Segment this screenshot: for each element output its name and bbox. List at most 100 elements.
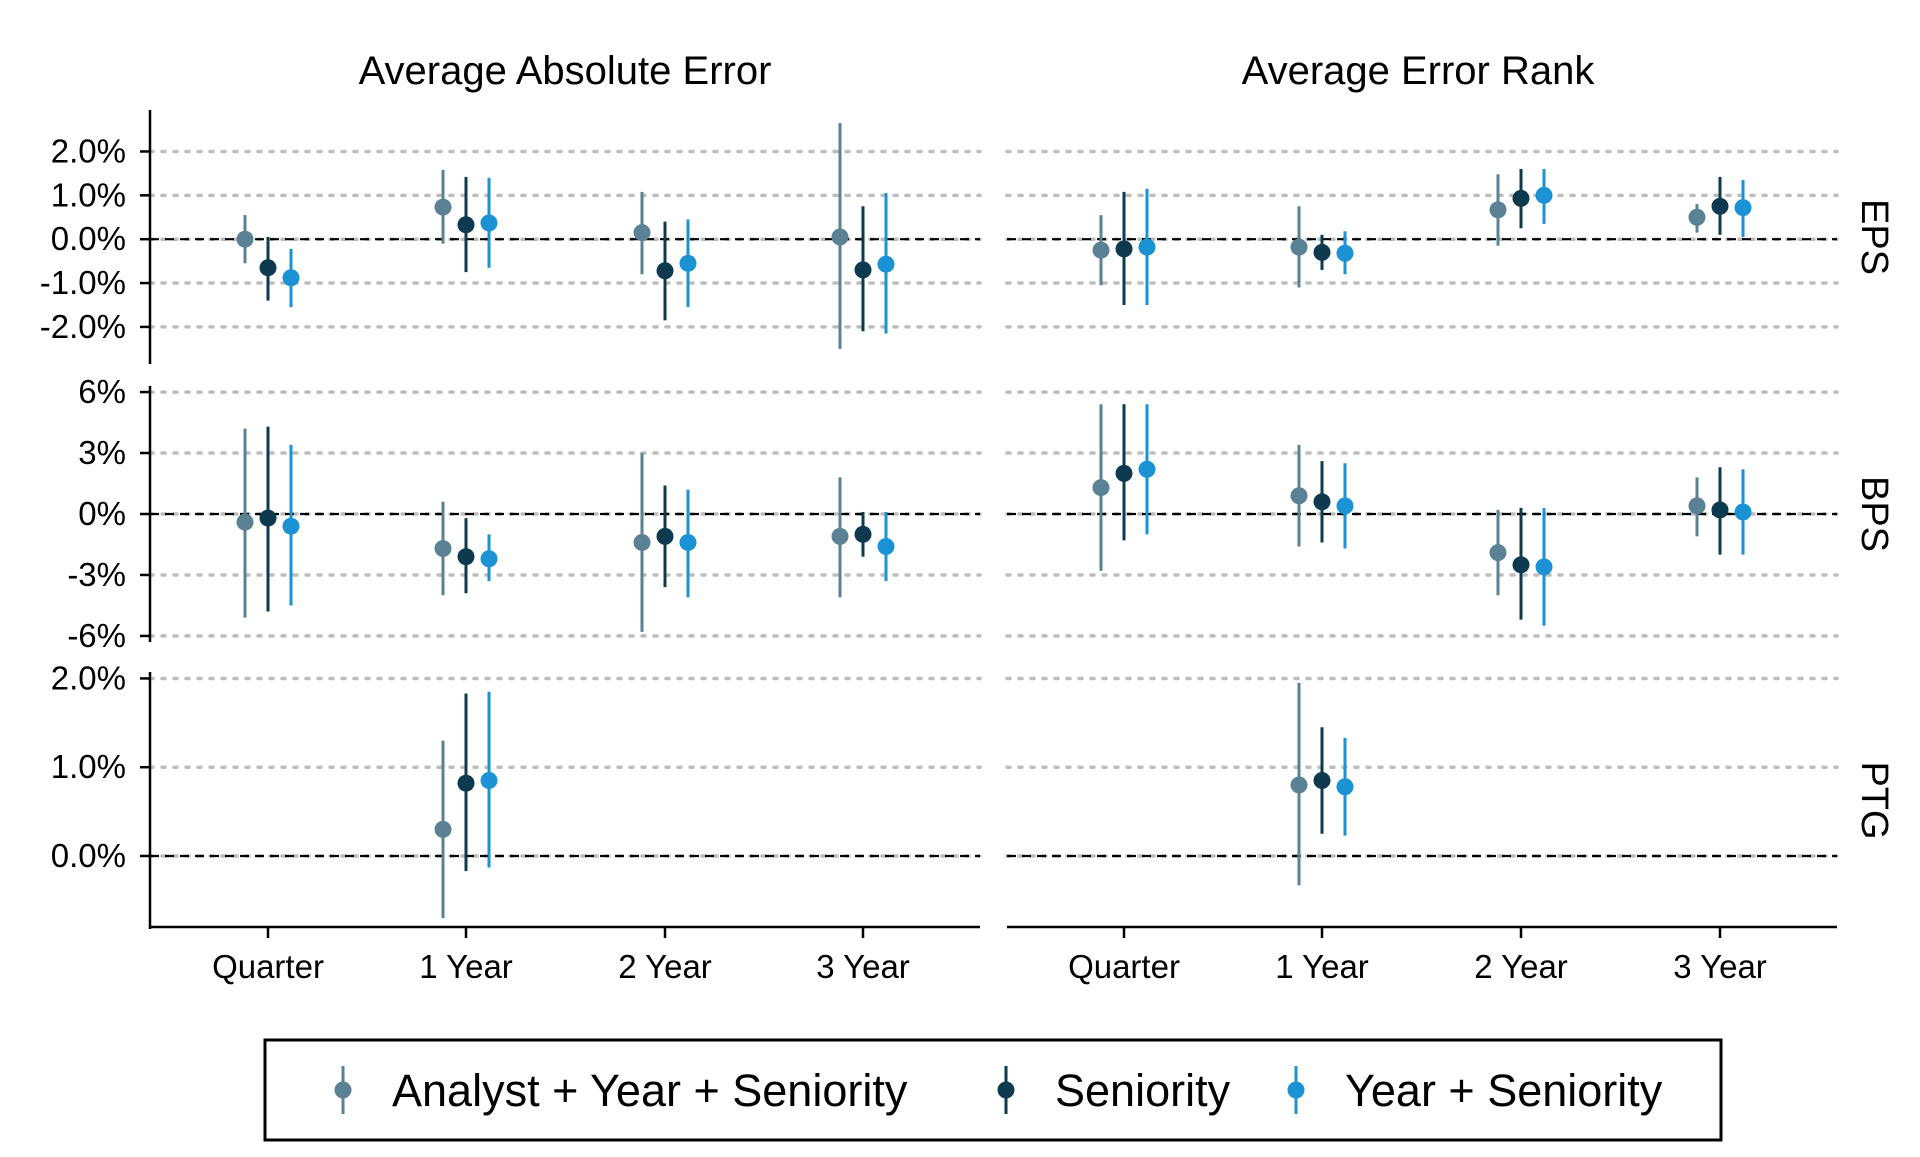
point-eps-average-absolute-error-2-year-series-2 [679, 254, 697, 272]
y-tick-label-bps-1: 3% [78, 434, 126, 471]
legend-label-analyst-year-seniority: Analyst + Year + Seniority [392, 1065, 908, 1116]
legend-item-analyst-year-seniority: Analyst + Year + Seniority [334, 1065, 908, 1116]
legend-item-seniority: Seniority [997, 1065, 1231, 1116]
point-bps-average-absolute-error-1-year-series-0 [434, 540, 452, 558]
point-eps-average-absolute-error-3-year-series-0 [831, 228, 849, 246]
y-tick-label-ptg-1: 1.0% [51, 748, 126, 785]
y-tick-label-eps-4: -2.0% [40, 308, 126, 345]
point-eps-average-error-rank-quarter-series-0 [1092, 241, 1110, 259]
point-eps-average-absolute-error-3-year-series-2 [877, 255, 895, 273]
point-eps-average-error-rank-2-year-series-2 [1535, 186, 1553, 204]
gridlines [148, 149, 1839, 858]
point-ptg-average-error-rank-1-year-series-1 [1313, 772, 1331, 790]
x-tick-label-panel-0-3-year: 3 Year [816, 948, 910, 985]
point-bps-average-error-rank-3-year-series-0 [1688, 497, 1706, 515]
point-bps-average-absolute-error-3-year-series-2 [877, 538, 895, 556]
row-labels: EPS BPS PTG [1853, 199, 1895, 840]
point-eps-average-error-rank-1-year-series-1 [1313, 243, 1331, 261]
column-titles: Average Absolute Error Average Error Ran… [359, 49, 1596, 93]
x-tick-label-panel-1-1-year: 1 Year [1275, 948, 1369, 985]
point-eps-average-error-rank-3-year-series-1 [1711, 197, 1729, 215]
point-bps-average-absolute-error-1-year-series-1 [457, 548, 475, 566]
point-bps-average-absolute-error-3-year-series-0 [831, 527, 849, 545]
point-eps-average-error-rank-quarter-series-1 [1115, 240, 1133, 258]
point-bps-average-error-rank-3-year-series-1 [1711, 501, 1729, 519]
point-eps-average-absolute-error-1-year-series-0 [434, 198, 452, 216]
legend-item-year-seniority: Year + Seniority [1287, 1065, 1663, 1116]
y-tick-label-eps-2: 0.0% [51, 220, 126, 257]
point-eps-average-absolute-error-1-year-series-1 [457, 216, 475, 234]
column-title-absolute-error: Average Absolute Error [359, 49, 772, 93]
y-tick-label-eps-3: -1.0% [40, 264, 126, 301]
y-tick-label-ptg-0: 2.0% [51, 659, 126, 696]
point-eps-average-error-rank-2-year-series-1 [1512, 189, 1530, 207]
point-bps-average-absolute-error-2-year-series-0 [633, 533, 651, 551]
point-bps-average-error-rank-quarter-series-0 [1092, 479, 1110, 497]
point-bps-average-absolute-error-2-year-series-1 [656, 527, 674, 545]
point-bps-average-absolute-error-3-year-series-1 [854, 525, 872, 543]
point-bps-average-absolute-error-quarter-series-1 [259, 509, 277, 527]
point-ptg-average-error-rank-1-year-series-0 [1290, 776, 1308, 794]
y-tick-label-bps-0: 6% [78, 373, 126, 410]
legend-key-dot-0 [334, 1081, 352, 1099]
legend-label-seniority: Seniority [1055, 1065, 1231, 1116]
axes [140, 110, 1837, 938]
y-tick-label-ptg-2: 0.0% [51, 837, 126, 874]
point-bps-average-error-rank-1-year-series-1 [1313, 493, 1331, 511]
point-ptg-average-absolute-error-1-year-series-2 [480, 772, 498, 790]
point-ranges [236, 122, 1752, 919]
y-tick-labels: 2.0% 1.0% 0.0% -1.0% -2.0% 6% 3% 0% -3% -6% 2.0% 1.… [40, 132, 126, 874]
point-bps-average-error-rank-2-year-series-2 [1535, 558, 1553, 576]
x-tick-label-panel-1-2-year: 2 Year [1474, 948, 1568, 985]
point-bps-average-error-rank-2-year-series-1 [1512, 556, 1530, 574]
legend-key-dot-2 [1287, 1081, 1305, 1099]
legend-box [263, 1038, 1723, 1142]
y-tick-label-bps-2: 0% [78, 495, 126, 532]
y-tick-label-eps-1: 1.0% [51, 176, 126, 213]
point-bps-average-error-rank-quarter-series-2 [1138, 460, 1156, 478]
row-label-ptg: PTG [1853, 761, 1895, 839]
row-label-bps: BPS [1853, 476, 1895, 552]
point-eps-average-error-rank-1-year-series-0 [1290, 238, 1308, 256]
column-title-error-rank: Average Error Rank [1242, 49, 1596, 93]
point-ptg-average-absolute-error-1-year-series-0 [434, 820, 452, 838]
point-ptg-average-absolute-error-1-year-series-1 [457, 774, 475, 792]
point-eps-average-absolute-error-quarter-series-1 [259, 259, 277, 277]
row-label-eps: EPS [1853, 199, 1895, 275]
point-ptg-average-error-rank-1-year-series-2 [1336, 778, 1354, 796]
x-tick-label-panel-0-2-year: 2 Year [618, 948, 712, 985]
x-tick-label-panel-1-3-year: 3 Year [1673, 948, 1767, 985]
legend-key-dot-1 [997, 1081, 1015, 1099]
legend: Analyst + Year + Seniority Seniority Yea… [263, 1038, 1723, 1142]
x-tick-label-panel-0-1-year: 1 Year [419, 948, 513, 985]
x-tick-label-panel-1-quarter: Quarter [1068, 948, 1180, 985]
point-eps-average-absolute-error-3-year-series-1 [854, 261, 872, 279]
x-tick-label-panel-0-quarter: Quarter [212, 948, 324, 985]
point-eps-average-absolute-error-1-year-series-2 [480, 214, 498, 232]
legend-label-year-seniority: Year + Seniority [1345, 1065, 1663, 1116]
point-bps-average-absolute-error-quarter-series-2 [282, 517, 300, 535]
point-eps-average-error-rank-2-year-series-0 [1489, 201, 1507, 219]
point-bps-average-absolute-error-2-year-series-2 [679, 533, 697, 551]
point-bps-average-error-rank-2-year-series-0 [1489, 544, 1507, 562]
y-tick-label-eps-0: 2.0% [51, 132, 126, 169]
point-eps-average-error-rank-1-year-series-2 [1336, 244, 1354, 262]
point-eps-average-absolute-error-quarter-series-0 [236, 230, 254, 248]
point-eps-average-absolute-error-2-year-series-0 [633, 224, 651, 242]
point-eps-average-error-rank-3-year-series-0 [1688, 208, 1706, 226]
point-eps-average-error-rank-quarter-series-2 [1138, 238, 1156, 256]
point-bps-average-error-rank-3-year-series-2 [1734, 503, 1752, 521]
x-tick-labels: Quarter 1 Year 2 Year 3 Year Quarter 1 Year 2 … [212, 948, 1767, 985]
point-eps-average-absolute-error-2-year-series-1 [656, 262, 674, 280]
y-tick-label-bps-4: -6% [67, 617, 126, 654]
point-bps-average-absolute-error-quarter-series-0 [236, 513, 254, 531]
point-bps-average-absolute-error-1-year-series-2 [480, 550, 498, 568]
point-eps-average-error-rank-3-year-series-2 [1734, 199, 1752, 217]
point-bps-average-error-rank-1-year-series-2 [1336, 497, 1354, 515]
point-bps-average-error-rank-quarter-series-1 [1115, 464, 1133, 482]
point-eps-average-absolute-error-quarter-series-2 [282, 269, 300, 287]
point-bps-average-error-rank-1-year-series-0 [1290, 487, 1308, 505]
y-tick-label-bps-3: -3% [67, 556, 126, 593]
